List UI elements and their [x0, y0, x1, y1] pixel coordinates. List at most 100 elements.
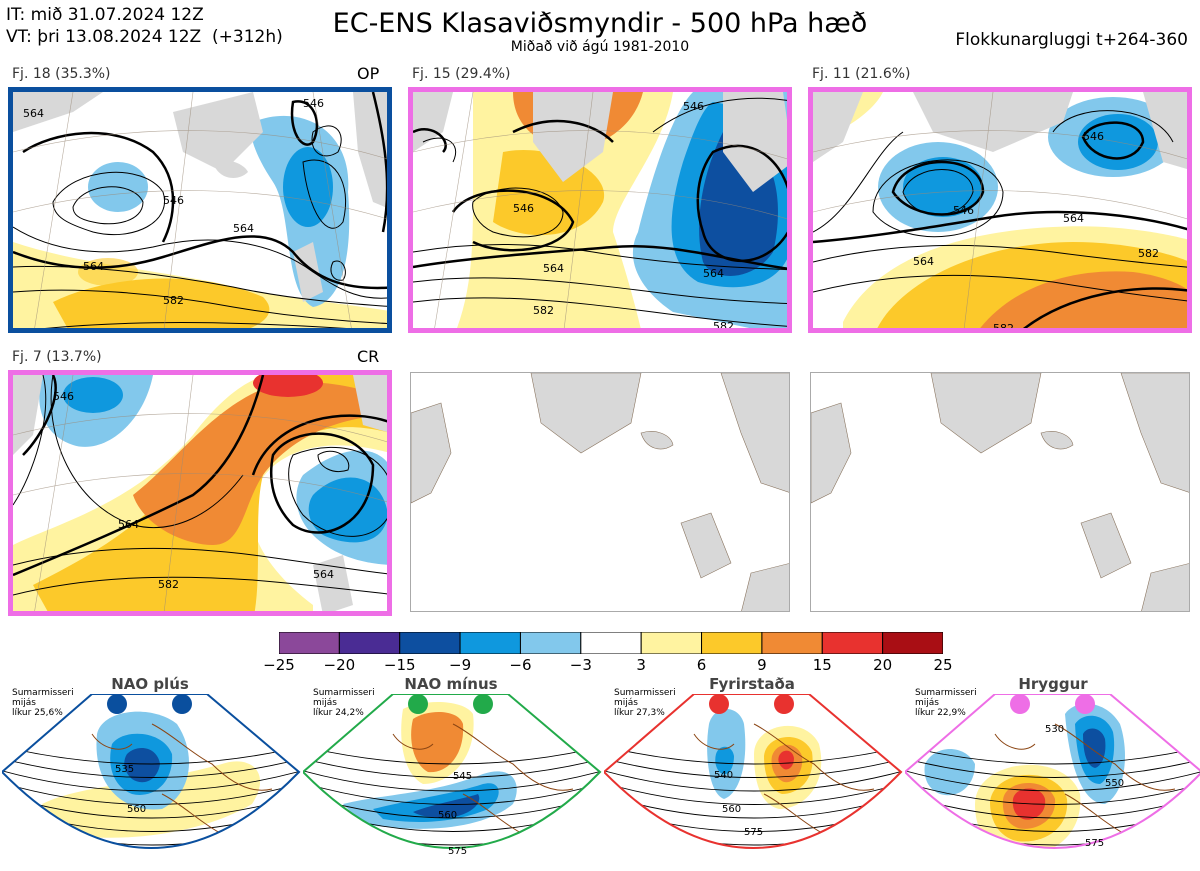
colorbar-swatch [882, 632, 943, 654]
contour-label: 546 [1083, 130, 1104, 143]
regime-contour-label: 560 [127, 804, 146, 815]
lead-time: (+312h) [212, 27, 283, 47]
colorbar-tick-label: 20 [873, 656, 893, 674]
contour-label: 546 [513, 202, 534, 215]
regime-info-season: Sumarmisseri [12, 688, 74, 698]
regime-marker-dot [408, 694, 428, 714]
contour-label: 564 [703, 267, 724, 280]
contour-label: 546 [683, 100, 704, 113]
cluster-map-panel-4[interactable]: 564 564 582 546 [8, 370, 392, 616]
panel-1-label: Fj. 18 (35.3%) [12, 66, 111, 82]
regime-contour-label: 545 [453, 771, 472, 782]
colorbar-tick-label: 25 [933, 656, 953, 674]
regime-map: 540 560 575 [604, 694, 903, 849]
regime-name: Fyrirstaða [709, 675, 795, 693]
regime-info-mean: mijás [614, 698, 638, 708]
contour-label: 546 [953, 204, 974, 217]
regime-contour-label: 550 [1105, 778, 1124, 789]
regime-info-prob: líkur 27,3% [614, 708, 665, 718]
regime-info-mean: mijás [313, 698, 337, 708]
colorbar-tick-label: −15 [383, 656, 416, 674]
regime-name: NAO mínus [404, 675, 498, 693]
regime-info: Sumarmisseri mijás líkur 25,6% [12, 688, 74, 718]
valid-time: VT: þri 13.08.2024 12Z [6, 27, 202, 47]
init-time: IT: mið 31.07.2024 12Z [6, 5, 204, 25]
regime-info-season: Sumarmisseri [614, 688, 676, 698]
regime-marker-dot [107, 694, 127, 714]
colorbar-swatch [580, 632, 642, 654]
colorbar-tick-label: 3 [636, 656, 646, 674]
regime-marker-dot [1075, 694, 1095, 714]
contour-label: 582 [1138, 247, 1159, 260]
colorbar-swatch [519, 632, 582, 654]
colorbar-tick-label: −20 [323, 656, 356, 674]
contour-label: 582 [713, 320, 734, 333]
regime-marker-dot [172, 694, 192, 714]
regime-info-mean: mijás [915, 698, 939, 708]
regime-info-season: Sumarmisseri [915, 688, 977, 698]
regime-name: NAO plús [111, 675, 189, 693]
regime-map: 535 560 [2, 694, 301, 849]
contour-label: 564 [543, 262, 564, 275]
empty-map-6 [811, 373, 1189, 611]
contour-label: 564 [83, 260, 104, 273]
regime-marker-dot [1010, 694, 1030, 714]
regime-contour-label: 575 [1085, 838, 1104, 849]
colorbar-swatch [338, 632, 401, 654]
regime-contour-label: 535 [115, 764, 134, 775]
colorbar-swatch [279, 632, 340, 654]
regime-contour-label: 560 [438, 810, 457, 821]
cluster-map-panel-2[interactable]: 546 564 564 582 582 546 [408, 87, 792, 333]
cluster-map-2: 546 564 564 582 582 546 [413, 92, 787, 333]
empty-map-panel-5 [410, 372, 790, 612]
colorbar-tick-label: −6 [509, 656, 532, 674]
contour-label: 546 [163, 194, 184, 207]
cluster-map-3: 546 546 564 564 582 582 [813, 92, 1187, 333]
colorbar-tick-label: 6 [696, 656, 707, 674]
regime-map: 530 550 575 [905, 694, 1200, 849]
colorbar-tick-label: −25 [263, 656, 295, 674]
panel-2-label: Fj. 15 (29.4%) [412, 66, 511, 82]
page-subtitle: Miðað við ágú 1981-2010 [510, 39, 690, 55]
regime-info: Sumarmisseri mijás líkur 22,9% [915, 688, 977, 718]
colorbar-tick-label: 9 [757, 656, 767, 674]
contour-label: 582 [533, 304, 554, 317]
contour-label: 564 [913, 255, 934, 268]
contour-label: 564 [23, 107, 44, 120]
regime-info: Sumarmisseri mijás líkur 27,3% [614, 688, 676, 718]
classification-window: Flokkunargluggi t+264-360 [955, 30, 1188, 50]
empty-map-5 [411, 373, 789, 611]
regime-contour-label: 530 [1045, 724, 1064, 735]
contour-label: 582 [163, 294, 184, 307]
colorbar-swatch [459, 632, 521, 654]
regime-contour-label: 560 [722, 804, 741, 815]
regime-marker-dot [709, 694, 729, 714]
contour-label: 582 [158, 578, 179, 591]
empty-map-panel-6 [810, 372, 1190, 612]
colorbar-swatch [399, 632, 461, 654]
contour-label: 546 [53, 390, 74, 403]
colorbar-tick-label: −9 [449, 656, 472, 674]
regime-info-prob: líkur 24,2% [313, 708, 364, 718]
header-times: IT: mið 31.07.2024 12Z VT: þri 13.08.202… [6, 4, 283, 48]
cluster-map-panel-3[interactable]: 546 546 564 564 582 582 [808, 87, 1192, 333]
regime-contour-label: 575 [448, 846, 467, 857]
cluster-map-4: 564 564 582 546 [13, 375, 387, 611]
regime-map: 545 560 575 [303, 694, 602, 857]
colorbar-swatch [701, 632, 763, 654]
colorbar-swatch [640, 632, 703, 654]
colorbar-tick-label: −3 [569, 656, 592, 674]
contour-label: 564 [233, 222, 254, 235]
cluster-map-1: 546 546 564 564 582 564 [13, 92, 387, 328]
panel-3-label: Fj. 11 (21.6%) [812, 66, 911, 82]
colorbar-tick-label: 15 [812, 656, 832, 674]
contour-label: 564 [1063, 212, 1084, 225]
regime-name: Hryggur [1018, 675, 1088, 693]
regime-contour-label: 575 [744, 827, 763, 838]
cluster-map-panel-1[interactable]: 546 546 564 564 582 564 [8, 87, 392, 333]
contour-label: 546 [303, 97, 324, 110]
colorbar-swatch [821, 632, 884, 654]
panel-4-marker: CR [357, 347, 380, 366]
regime-info-prob: líkur 22,9% [915, 708, 966, 718]
contour-label: 582 [993, 322, 1014, 333]
